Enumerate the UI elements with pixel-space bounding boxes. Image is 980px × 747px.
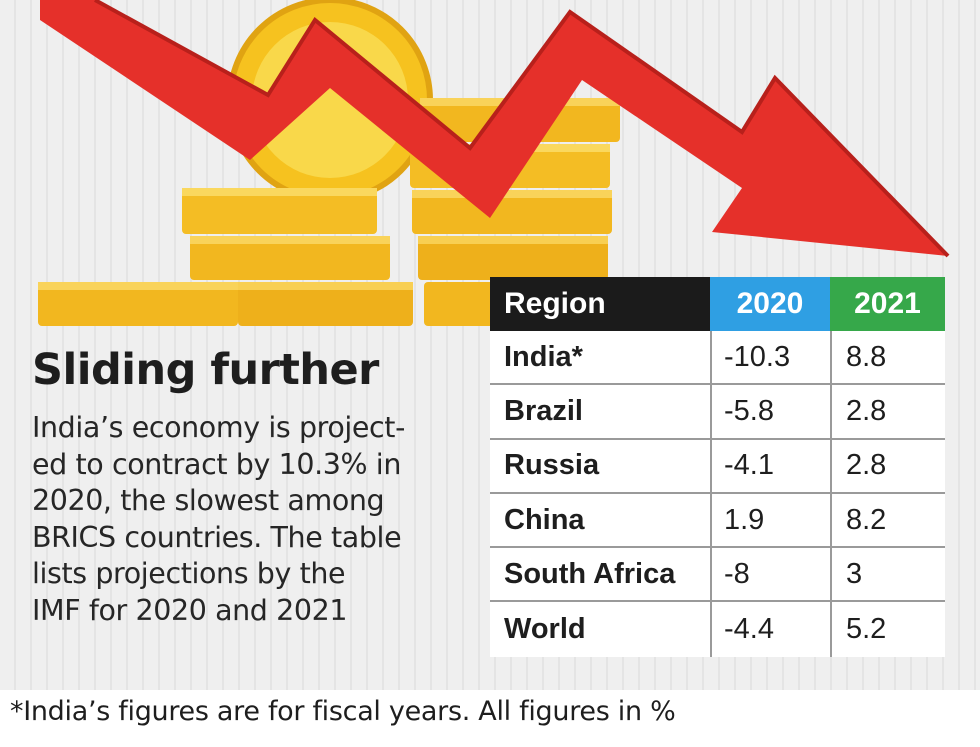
region-cell: India* [504,340,583,373]
value-2020-cell: -10.3 [710,331,830,384]
value-2021-cell: 8.2 [830,493,945,547]
column-header-2021: 2021 [830,277,945,331]
table-row: Brazil -5.8 2.8 [490,385,945,440]
region-cell: South Africa [504,557,676,590]
description-line: India’s economy is project- [32,411,405,444]
region-cell: World [504,613,586,646]
region-cell: China [504,503,585,536]
description-line: BRICS countries. The table [32,520,402,554]
value-2021-cell: 2.8 [830,439,945,492]
projection-table: Region 2020 2021 India* -10.3 8.8 Brazil… [490,277,945,657]
down-trend-arrow-icon [40,0,950,258]
value-2020-cell: -4.1 [710,439,830,492]
illustration [38,0,950,326]
value-2020-cell: -8 [710,548,830,601]
table-body: India* -10.3 8.8 Brazil -5.8 2.8 Russia … [490,331,945,657]
value-2021-cell: 3 [830,548,945,601]
table-row: Russia -4.1 2.8 [490,439,945,494]
description-line: 2020, the slowest among [32,484,385,517]
value-2021-cell: 8.8 [830,331,945,384]
description-line: ed to contract by 10.3% in [32,447,401,481]
table-header: Region 2020 2021 [490,277,945,331]
table-row: South Africa -8 3 [490,548,945,603]
region-cell: Russia [504,449,600,482]
region-cell: Brazil [504,394,583,427]
column-header-region: Region [490,277,710,331]
footnote: *India’s figures are for fiscal years. A… [10,696,676,727]
chart-title: Sliding further [32,345,379,395]
description: India’s economy is project- ed to contra… [32,410,472,629]
table-row: China 1.9 8.2 [490,493,945,549]
value-2020-cell: 1.9 [710,493,830,547]
value-2021-cell: 2.8 [830,385,945,438]
description-line: lists projections by the [32,557,346,590]
value-2020-cell: -5.8 [710,385,830,438]
column-header-2020: 2020 [710,277,830,331]
value-2021-cell: 5.2 [830,602,945,657]
table-row: World -4.4 5.2 [490,602,945,657]
table-row: India* -10.3 8.8 [490,331,945,386]
value-2020-cell: -4.4 [710,602,830,657]
description-line: IMF for 2020 and 2021 [32,593,348,627]
